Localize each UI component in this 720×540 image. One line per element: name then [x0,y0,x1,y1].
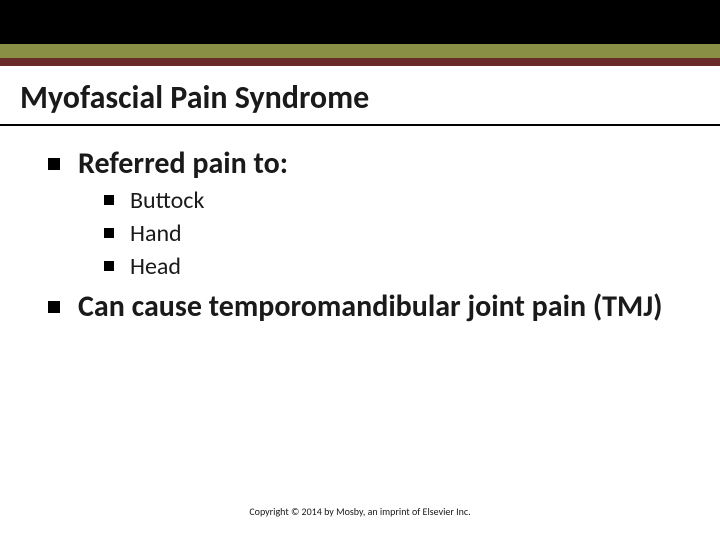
bullet-lvl1: Referred pain to: [48,145,680,183]
header-band [0,0,720,62]
bullet-marker [104,195,114,205]
header-band-olive [0,44,720,58]
bullet-text: Hand [130,218,182,249]
content-area: Referred pain to: Buttock Hand Head Can … [48,145,680,328]
header-band-maroon [0,58,720,66]
bullet-marker [104,228,114,238]
slide-title: Myofascial Pain Syndrome [20,78,369,117]
bullet-text: Referred pain to: [78,145,288,183]
bullet-text: Head [130,251,181,282]
bullet-lvl2: Hand [104,218,680,249]
bullet-lvl2: Buttock [104,185,680,216]
bullet-lvl1: Can cause temporomandibular joint pain (… [48,288,680,326]
bullet-marker [104,261,114,271]
copyright-footer: Copyright © 2014 by Mosby, an imprint of… [0,505,720,518]
bullet-marker [48,158,60,170]
bullet-marker [48,301,60,313]
bullet-text: Buttock [130,185,204,216]
title-underline [0,124,720,126]
bullet-lvl2: Head [104,251,680,282]
header-band-dark [0,0,720,44]
bullet-text: Can cause temporomandibular joint pain (… [78,288,663,326]
